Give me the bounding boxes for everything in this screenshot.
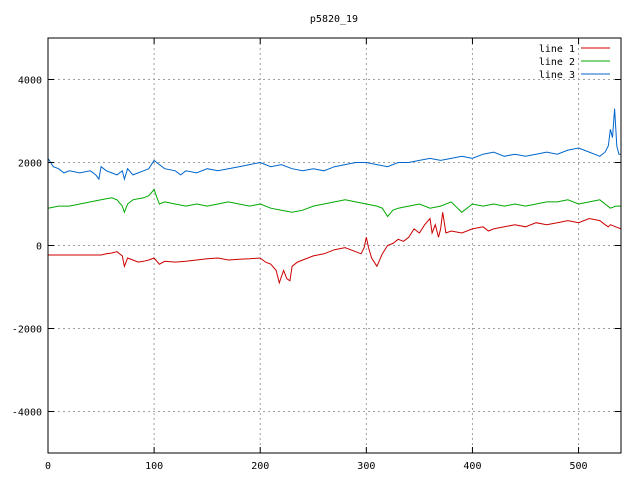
x-tick-label: 100 — [145, 461, 163, 472]
x-tick-label: 400 — [463, 461, 481, 472]
legend-label: line 2 — [539, 57, 575, 68]
y-tick-label: -2000 — [12, 325, 42, 336]
legend-label: line 3 — [539, 70, 575, 81]
series-line-1 — [48, 212, 622, 285]
plot-area — [47, 108, 622, 285]
series-line-3 — [47, 108, 621, 181]
chart-title: p5820_19 — [310, 14, 358, 25]
y-tick-label: 0 — [36, 242, 42, 253]
x-tick-label: 200 — [251, 461, 269, 472]
legend: line 1 line 2 line 3 — [539, 44, 610, 81]
grid — [48, 38, 621, 453]
y-tick-label: 2000 — [18, 159, 42, 170]
y-axis: -4000 -2000 0 2000 4000 — [12, 76, 621, 419]
legend-label: line 1 — [539, 44, 575, 55]
series-line-2 — [47, 188, 621, 218]
x-tick-label: 0 — [45, 461, 51, 472]
x-axis: 0 100 200 300 400 500 — [45, 38, 588, 472]
x-tick-label: 500 — [570, 461, 588, 472]
y-tick-label: 4000 — [18, 76, 42, 87]
y-tick-label: -4000 — [12, 408, 42, 419]
x-tick-label: 300 — [357, 461, 375, 472]
